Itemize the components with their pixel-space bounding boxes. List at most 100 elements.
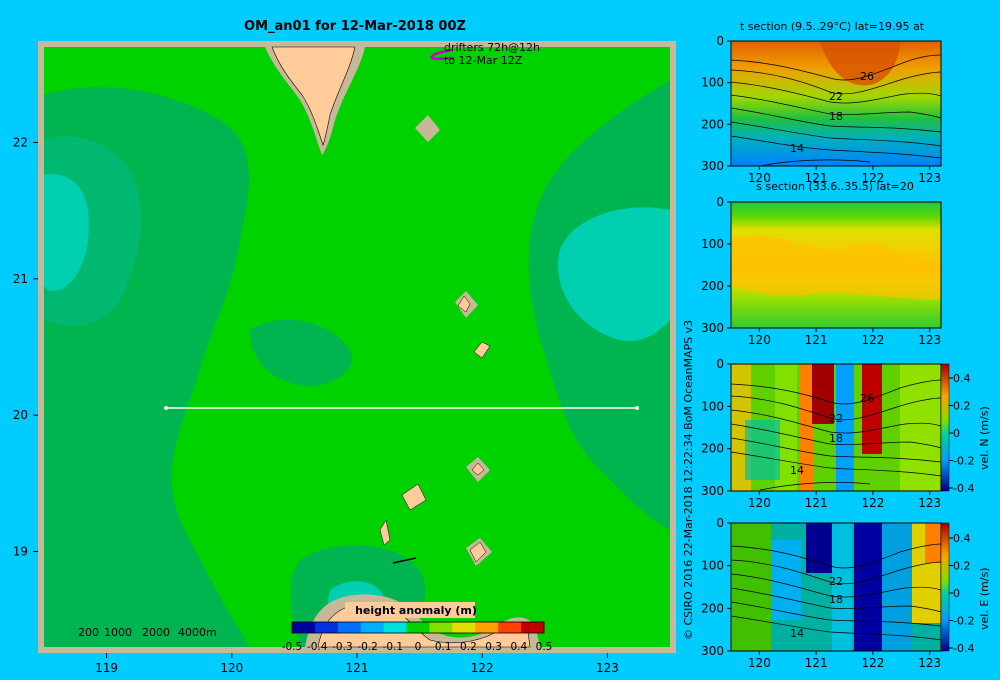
vel-n-contour-1 <box>730 379 942 405</box>
vel-e-band-4 <box>832 523 852 651</box>
vel-e-contour-4 <box>730 587 942 613</box>
panel-y-tick-label: 100 <box>701 399 724 413</box>
panel-x-tick-label: 123 <box>918 333 941 347</box>
panel-y-tick-label: 0 <box>716 195 724 209</box>
vel-n-contours <box>730 379 942 491</box>
vel-colorbar-tick-label: 0.2 <box>953 560 971 573</box>
colorbar-ticks: -0.5 -0.4 -0.3 -0.2 -0.1 0 0.1 0.2 0.3 0.4 0.5 <box>282 641 553 653</box>
drifter-note-line2: to 12-Mar 12Z <box>444 54 523 67</box>
panel-x-tick-label: 123 <box>918 171 941 185</box>
height-anomaly-colorbar: height anomaly (m) -0.5 -0.4 -0.3 -0.2 -0.1 0… <box>282 602 553 653</box>
colorbar-tick-label: -0.5 <box>282 641 303 653</box>
vel-e-contour-6 <box>730 615 942 641</box>
colorbar-tick-label: -0.3 <box>332 641 353 653</box>
colorbar-title: height anomaly (m) <box>355 604 477 617</box>
vel-n-band-3 <box>800 364 814 491</box>
panel-x-tick-label: 122 <box>861 333 884 347</box>
vel-e-band-8 <box>925 523 941 563</box>
colorbar-title-bg <box>345 602 475 618</box>
vel-n-contour-4 <box>730 423 942 449</box>
vel-e-contour-2 <box>730 559 942 585</box>
colorbar-cell <box>360 622 385 633</box>
panel-y-tick-label: 0 <box>716 516 724 530</box>
colorbar-tick-label: 0 <box>415 641 422 653</box>
drifter-note-line1: drifters 72h@12h <box>444 41 540 54</box>
colorbar-cell <box>475 622 499 633</box>
colorbar-cells <box>291 621 545 634</box>
island-batan-2-core <box>457 295 471 313</box>
depth-zone-west-cyan-core <box>44 174 89 291</box>
colorbar-cell <box>337 622 362 633</box>
s-section-title: s section (33.6..35.5) lat=20 <box>756 180 914 193</box>
map-y-tick-label: 20 <box>13 408 28 422</box>
contour-label: 22 <box>829 412 843 425</box>
depth-legend: 200 1000 2000 4000m <box>78 626 217 639</box>
contour-label: 26 <box>860 392 874 405</box>
map-y-tick-label: 22 <box>13 135 28 149</box>
panel-y-tick-label: 100 <box>701 559 724 573</box>
colorbar-tick-label: 0.4 <box>510 641 527 653</box>
vel-n-band-8 <box>745 420 780 480</box>
panel-y-tick-label: 100 <box>701 76 724 90</box>
contour-label: 18 <box>829 432 843 445</box>
vel-n-colorbar-label: vel. N (m/s) <box>978 406 991 470</box>
panel-x-tick-label: 120 <box>748 656 771 670</box>
vel-n-band-5 <box>836 364 854 491</box>
contour-label: 14 <box>790 142 804 155</box>
vel-e-colorbar-ticks: 0.4 0.2 0 -0.2 -0.4 <box>949 532 974 655</box>
island-batan-3 <box>473 341 491 359</box>
vel-n-band-6 <box>862 364 882 454</box>
map-x-tick-label: 122 <box>471 661 494 675</box>
colorbar-cell <box>429 622 453 633</box>
vel-colorbar-tick-label: -0.4 <box>953 642 974 655</box>
t-contour-labels: 26 22 18 14 <box>790 70 874 155</box>
depth-legend-2000: 2000 <box>142 626 170 639</box>
vel-e-contour-3 <box>730 573 942 598</box>
t-contour-7 <box>730 135 942 159</box>
vel-n-band-2 <box>775 364 797 491</box>
map-x-tick-label: 119 <box>95 661 118 675</box>
t-contour-5 <box>730 107 942 133</box>
vel-e-band-1 <box>731 523 771 651</box>
depth-zone-center <box>250 319 352 386</box>
vel-colorbar-tick-label: 0.2 <box>953 400 971 413</box>
s-section-high-core <box>731 235 941 300</box>
t-contour-6 <box>730 121 942 147</box>
map-y-tick-label: 19 <box>13 545 28 559</box>
map-x-tick-label: 123 <box>596 661 619 675</box>
vel-e-contours <box>730 543 942 641</box>
panel-x-tick-label: 120 <box>748 171 771 185</box>
panel-x-tick-label: 121 <box>805 333 828 347</box>
island-batan-1 <box>415 115 440 142</box>
map-panel: drifters 72h@12h to 12-Mar 12Z 200 1000 … <box>38 41 676 653</box>
island-calayan-sliver <box>392 557 417 564</box>
vel-n-contour-labels: 26 22 18 14 <box>790 392 874 477</box>
depth-zone-east-cyan <box>558 207 670 341</box>
vel-e-contour-5 <box>730 601 942 627</box>
panel-y-tick-label: 300 <box>701 484 724 498</box>
vel-e-contour-labels: 22 18 14 <box>790 575 843 640</box>
panel-y-tick-label: 100 <box>701 237 724 251</box>
vel-n-contour-5 <box>730 437 942 463</box>
vel-e-contour-1 <box>730 543 942 569</box>
s-section-frame <box>730 201 942 329</box>
contour-label: 14 <box>790 627 804 640</box>
vel-n-contour-3 <box>730 409 942 434</box>
t-contour-1 <box>730 54 942 81</box>
panel-y-tick-label: 200 <box>701 601 724 615</box>
section-line-end <box>635 406 639 410</box>
vel-colorbar-tick-label: -0.2 <box>953 615 974 628</box>
section-line-start <box>164 406 168 410</box>
t-section-warm-core <box>820 41 900 86</box>
vel-n-contour-7 <box>759 482 871 491</box>
map-x-ticks: 119 120 121 122 123 <box>95 653 619 675</box>
colorbar-tick-label: 0.5 <box>536 641 553 653</box>
vel-n-band-7 <box>900 364 941 491</box>
vel-n-contour-6 <box>730 451 942 477</box>
map-title: OM_an01 for 12-Mar-2018 00Z <box>244 19 466 34</box>
vel-colorbar-tick-label: 0 <box>953 587 960 600</box>
vel-colorbar-tick-label: 0 <box>953 427 960 440</box>
map-y-ticks: 19 20 21 22 <box>13 135 38 559</box>
vel-e-colorbar-label: vel. E (m/s) <box>978 567 991 630</box>
colorbar-tick-label: 0.1 <box>435 641 452 653</box>
